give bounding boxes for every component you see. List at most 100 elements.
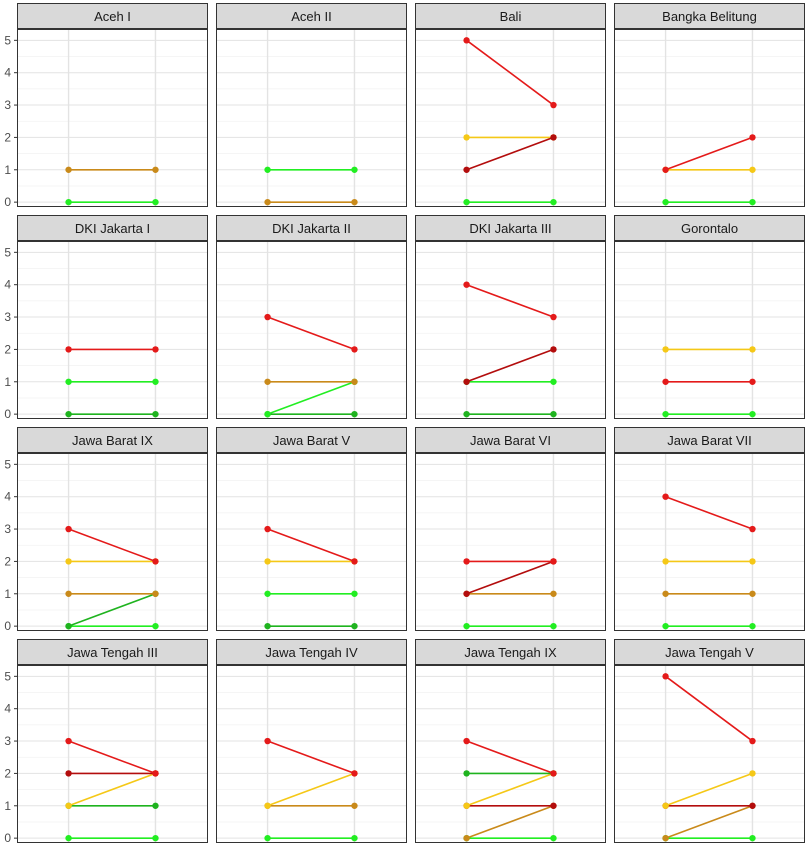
data-point xyxy=(749,378,756,385)
panel-border xyxy=(415,453,606,631)
facet-strip xyxy=(17,427,208,453)
series-line xyxy=(466,772,554,807)
facet-strip xyxy=(614,639,805,665)
series-line xyxy=(665,136,753,171)
y-tick-label: 0 xyxy=(4,831,11,845)
facet-panel: Bali xyxy=(415,3,606,207)
facet-panel: Gorontalo xyxy=(614,215,805,419)
series-line xyxy=(466,136,554,171)
data-point xyxy=(463,378,470,385)
panel-border xyxy=(17,241,208,419)
series-line xyxy=(68,740,156,775)
facet-title: DKI Jakarta I xyxy=(75,221,150,236)
series-line xyxy=(267,740,355,775)
data-point xyxy=(749,834,756,842)
data-point xyxy=(65,834,72,842)
panel-border xyxy=(614,29,805,207)
facet-title: Jawa Barat VII xyxy=(667,433,752,448)
data-point xyxy=(550,346,557,353)
data-point xyxy=(662,590,669,597)
data-point xyxy=(749,590,756,597)
data-point xyxy=(550,770,557,777)
data-point xyxy=(749,525,756,533)
data-point xyxy=(65,198,72,206)
facet-strip xyxy=(216,3,407,29)
data-point xyxy=(662,198,669,206)
data-point xyxy=(749,737,756,745)
panel-border xyxy=(216,665,407,843)
data-point xyxy=(351,558,358,565)
data-point xyxy=(65,378,72,385)
data-point xyxy=(264,802,271,809)
data-point xyxy=(152,802,159,809)
series-line xyxy=(466,805,554,839)
series-line xyxy=(466,560,554,595)
facet-title: Gorontalo xyxy=(681,221,738,236)
y-tick-label: 1 xyxy=(4,375,11,389)
facet-title: Bali xyxy=(500,9,522,24)
y-tick-label: 2 xyxy=(4,342,11,356)
y-tick-label: 5 xyxy=(4,33,11,47)
panel-border xyxy=(415,665,606,843)
series-line xyxy=(665,805,753,839)
facet-title: Jawa Tengah IX xyxy=(464,645,557,660)
data-point xyxy=(550,101,557,109)
data-point xyxy=(264,737,271,745)
series-line xyxy=(68,528,156,563)
data-point xyxy=(351,166,358,173)
data-point xyxy=(264,410,271,418)
facet-strip xyxy=(614,3,805,29)
y-tick-label: 3 xyxy=(4,522,11,536)
data-point xyxy=(264,198,271,206)
data-point xyxy=(463,558,470,565)
facet-strip xyxy=(216,215,407,241)
data-point xyxy=(152,622,159,630)
data-point xyxy=(550,378,557,385)
facet-panel: Jawa Tengah IV xyxy=(216,639,407,843)
y-tick-label: 5 xyxy=(4,669,11,683)
panel-border xyxy=(614,665,805,843)
data-point xyxy=(550,410,557,418)
facet-panel: Aceh I 0 1 2 3 4 5 xyxy=(4,3,208,209)
data-point xyxy=(662,346,669,353)
facet-title: Jawa Tengah IV xyxy=(265,645,358,660)
data-point xyxy=(463,802,470,809)
y-tick-label: 2 xyxy=(4,130,11,144)
data-point xyxy=(351,198,358,206)
facet-title: Jawa Barat VI xyxy=(470,433,551,448)
y-tick-label: 1 xyxy=(4,799,11,813)
facet-panel: Jawa Barat VI xyxy=(415,427,606,631)
y-tick-label: 4 xyxy=(4,490,11,504)
data-point xyxy=(749,410,756,418)
data-point xyxy=(264,378,271,385)
data-point xyxy=(550,802,557,809)
data-point xyxy=(264,313,271,321)
data-point xyxy=(152,558,159,565)
data-point xyxy=(463,737,470,745)
facet-strip xyxy=(17,3,208,29)
panel-border xyxy=(17,665,208,843)
data-point xyxy=(463,198,470,206)
facet-strip xyxy=(614,215,805,241)
data-point xyxy=(662,558,669,565)
y-tick-label: 0 xyxy=(4,619,11,633)
y-tick-label: 0 xyxy=(4,195,11,209)
data-point xyxy=(550,313,557,321)
y-tick-label: 4 xyxy=(4,66,11,80)
facet-strip xyxy=(216,639,407,665)
data-point xyxy=(749,622,756,630)
data-point xyxy=(749,198,756,206)
data-point xyxy=(662,493,669,500)
data-point xyxy=(550,622,557,630)
data-point xyxy=(749,802,756,809)
y-tick-label: 0 xyxy=(4,407,11,421)
data-point xyxy=(749,558,756,565)
y-tick-label: 1 xyxy=(4,163,11,177)
data-point xyxy=(264,590,271,597)
data-point xyxy=(351,590,358,597)
data-point xyxy=(152,590,159,597)
facet-title: Jawa Tengah III xyxy=(67,645,158,660)
facet-panel: Jawa Tengah V xyxy=(614,639,805,843)
y-tick-label: 3 xyxy=(4,310,11,324)
y-tick-label: 1 xyxy=(4,587,11,601)
